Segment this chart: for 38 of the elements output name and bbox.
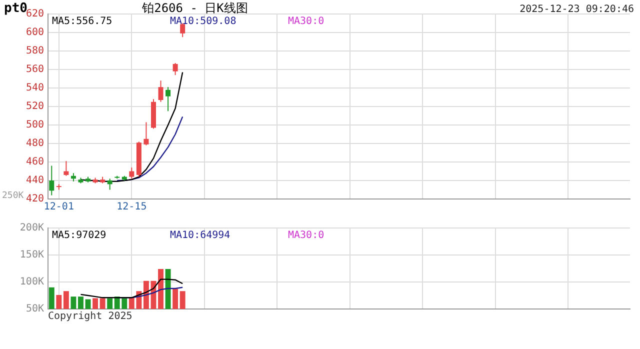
text: MA10:509.08 (170, 16, 236, 27)
text: MA5:97029 (52, 230, 106, 241)
text: Copyright 2025 (48, 311, 132, 322)
legend-label: MA30:0 (288, 16, 324, 27)
y-tick-label: 500 (26, 120, 44, 131)
y-tick-label: 200K (20, 222, 44, 234)
annotation: 2025-12-23 09:20:46 (520, 4, 634, 15)
y-tick-label: 480 (26, 138, 44, 150)
candlestick (64, 160, 69, 176)
candlestick (172, 62, 178, 76)
y-tick-label: 520 (26, 101, 44, 112)
text: MA5:556.75 (52, 16, 112, 27)
x-tick-label: 12-01 (44, 202, 74, 213)
candlestick (107, 178, 112, 190)
y-tick-label: 460 (26, 156, 44, 168)
candlestick (166, 86, 171, 112)
candlestick (158, 80, 164, 102)
y-tick-label: 50K (26, 304, 44, 315)
candlestick (56, 184, 62, 190)
candlestick (49, 165, 54, 196)
y-tick-label: 560 (26, 64, 44, 76)
y-tick-label: 420 (26, 194, 44, 205)
candlestick (144, 122, 149, 146)
y-tick-label: 100K (20, 276, 44, 288)
y-tick-label: 150K (20, 250, 44, 261)
candlestick (180, 22, 186, 38)
text: 250K (2, 191, 24, 201)
legend-label: MA30:0 (288, 230, 324, 241)
y-tick-label: 620 (26, 8, 44, 20)
y-tick-label: 440 (26, 175, 44, 186)
y-tick-label: 600 (26, 27, 44, 38)
x-tick-label: 12-15 (116, 202, 147, 213)
y-tick-label: 580 (26, 46, 44, 57)
text: MA10:64994 (170, 230, 230, 241)
chart-title: 铂2606 - 日K线图 (141, 1, 248, 15)
text: pt0 (4, 1, 28, 16)
candlestick (129, 167, 134, 180)
y-tick-label: 540 (26, 82, 44, 94)
